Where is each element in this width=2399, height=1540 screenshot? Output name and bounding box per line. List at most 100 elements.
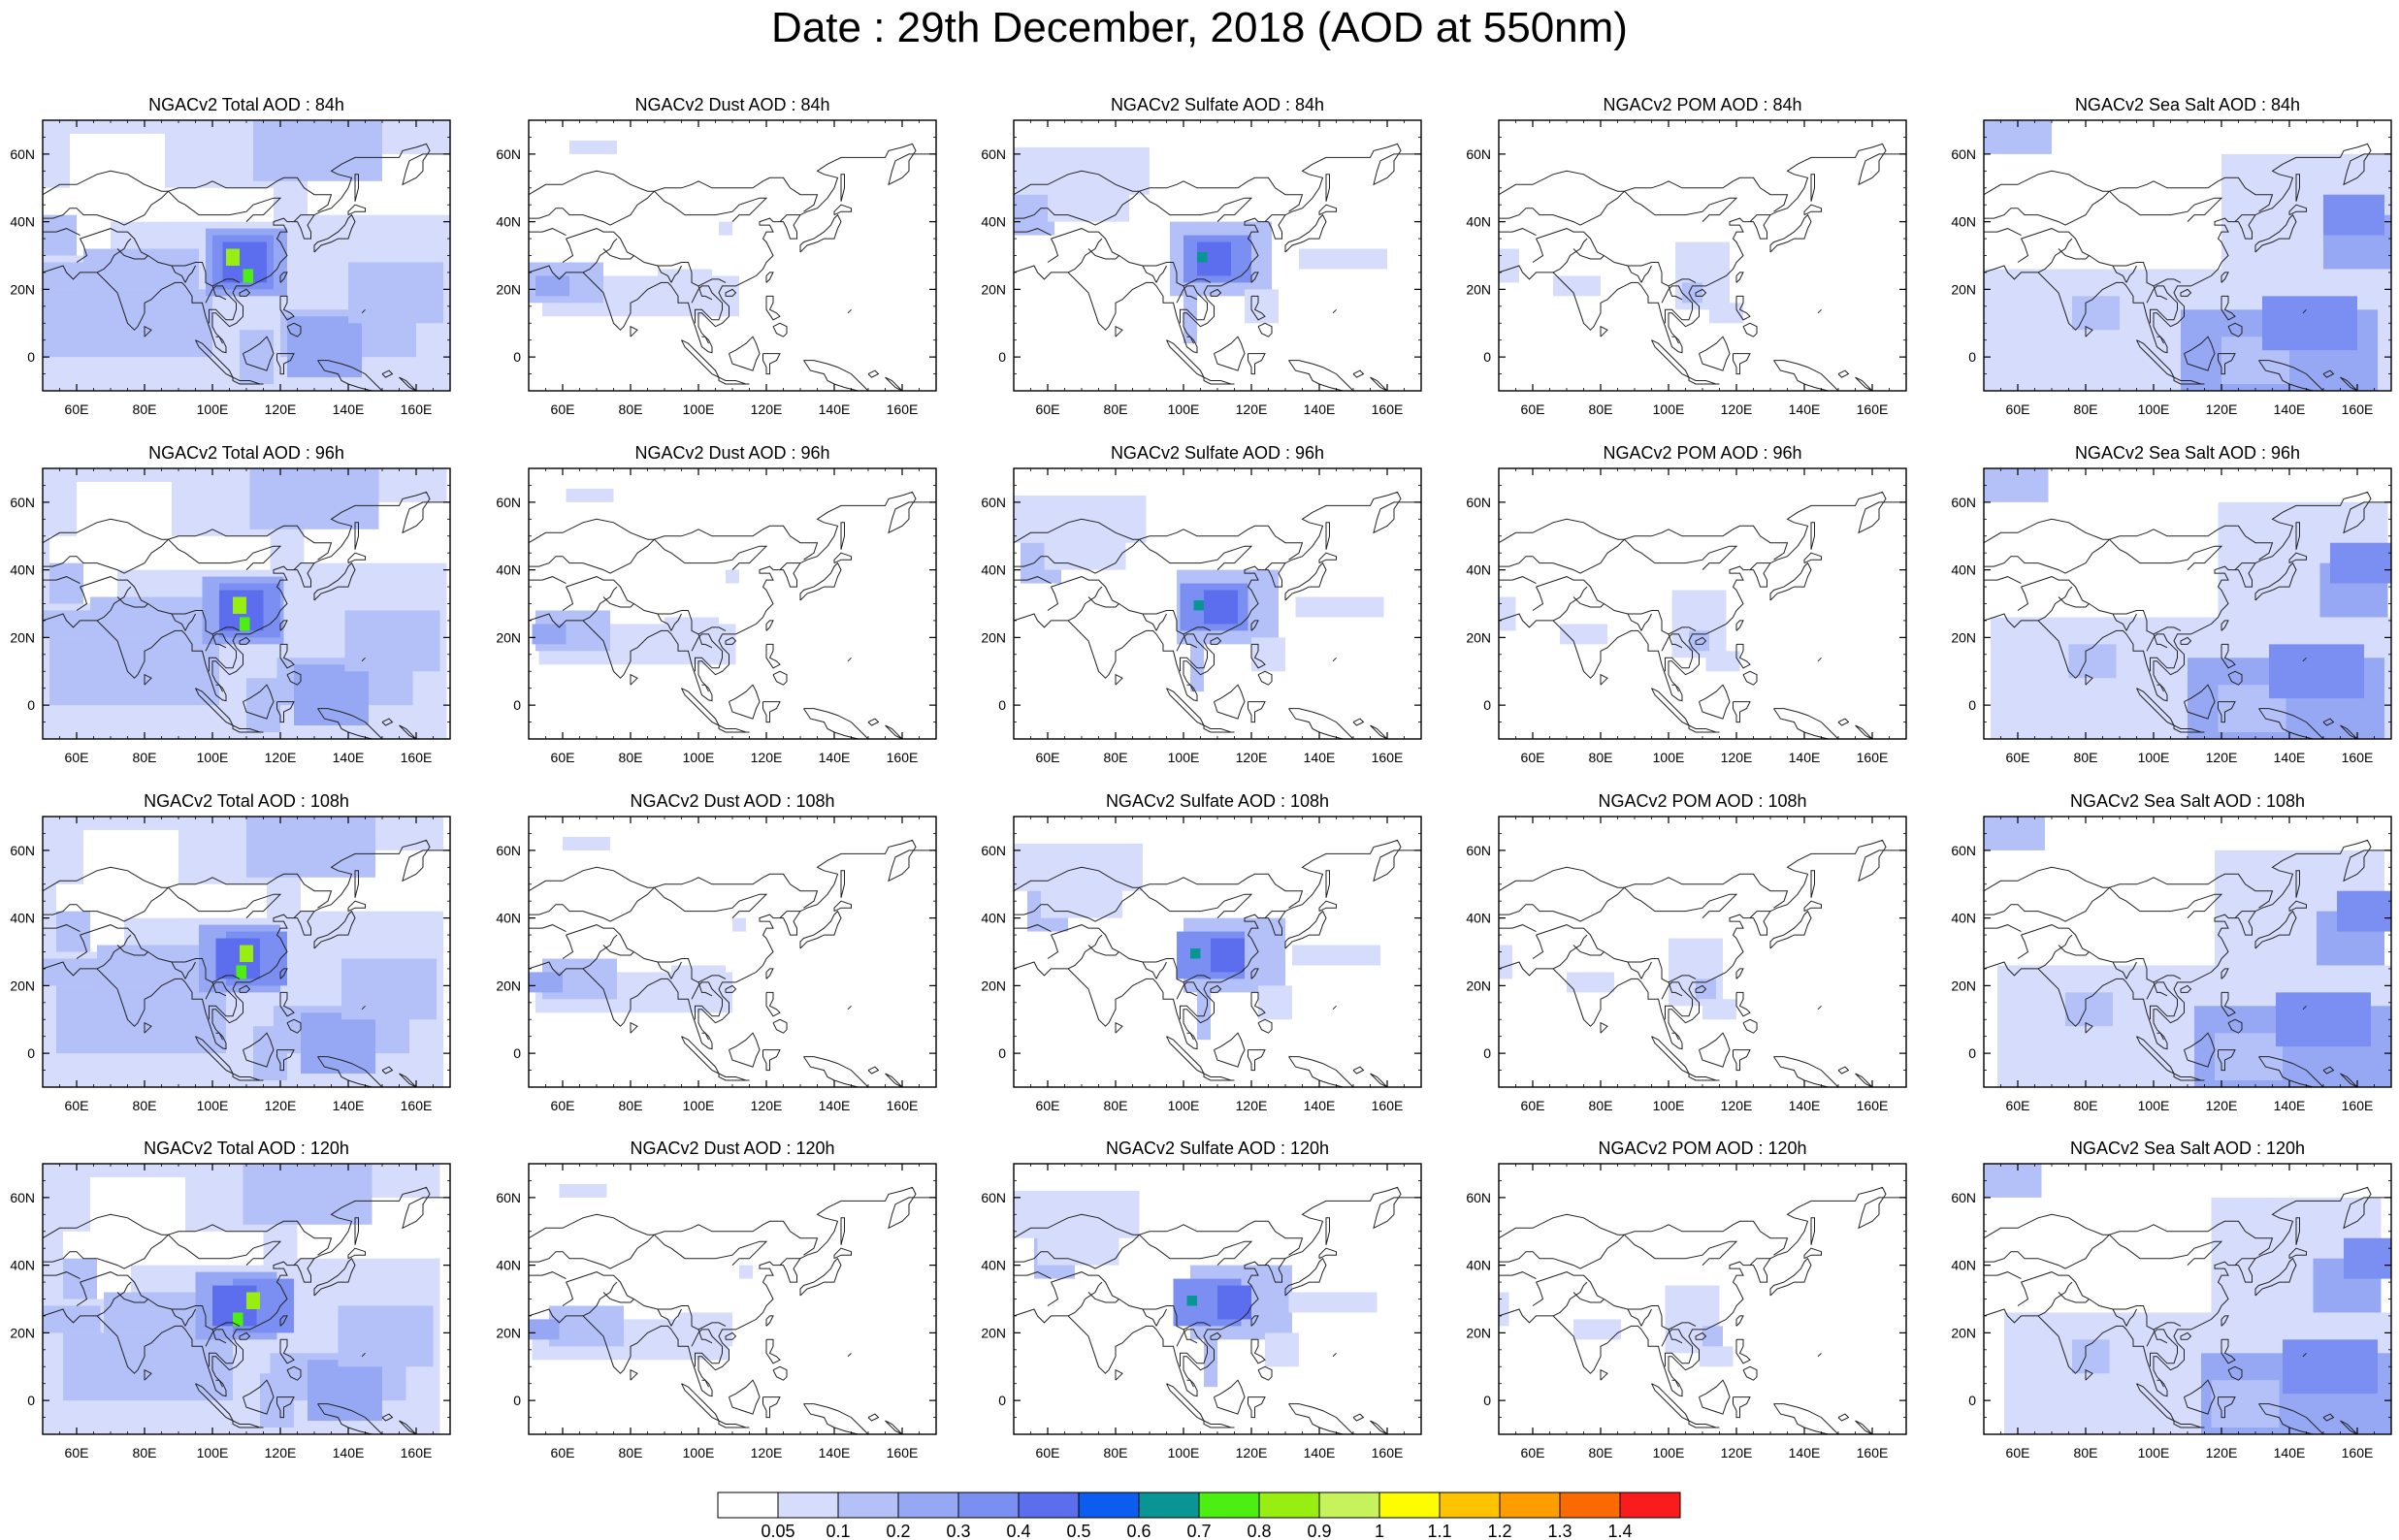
coastline xyxy=(2180,984,2192,993)
coastline xyxy=(43,491,450,702)
lat-tick-label: 0 xyxy=(1483,1393,1491,1408)
coastline xyxy=(1773,1056,1839,1087)
coastline-layer xyxy=(1014,491,1421,739)
coastline xyxy=(1499,1186,1906,1397)
coastline xyxy=(1837,369,1850,378)
aod-patch xyxy=(246,817,375,878)
aod-field xyxy=(529,836,746,1013)
lat-tick-label: 40N xyxy=(981,1258,1006,1273)
coastline xyxy=(765,272,774,283)
coastline xyxy=(1536,1271,1697,1331)
lon-tick-label: 100E xyxy=(197,401,229,417)
map-panel-total-1: NGACv2 Total AOD : 84h 60N 40N 20N 0 60E 80E 10… xyxy=(10,95,451,417)
coastline xyxy=(1014,170,1140,196)
coastline xyxy=(582,586,618,622)
map-panel-total-4: NGACv2 Total AOD : 120h 60N 40N 20N 0 60E 80E 1… xyxy=(10,1139,451,1460)
coastline xyxy=(529,525,819,574)
panel-title: NGACv2 Total AOD : 96h xyxy=(148,443,344,463)
colorbar-label: 0.5 xyxy=(1066,1522,1090,1540)
coastline xyxy=(602,945,634,956)
coastline xyxy=(2156,684,2164,692)
lat-tick-label: 60N xyxy=(1466,495,1491,510)
lon-tick-label: 140E xyxy=(819,1445,851,1460)
coastline xyxy=(1817,657,1822,662)
coastline xyxy=(1186,684,1194,692)
lat-tick-label: 60N xyxy=(1951,495,1976,510)
coastline xyxy=(1210,1331,1222,1340)
coastline xyxy=(1264,214,1285,222)
coastline xyxy=(96,1281,132,1317)
coastline xyxy=(2340,1073,2358,1087)
lon-tick-label: 120E xyxy=(1236,1098,1268,1113)
coastline xyxy=(1288,1056,1354,1087)
coastline xyxy=(1552,238,1588,273)
coastline xyxy=(2258,1056,2324,1087)
coastline xyxy=(602,1292,634,1303)
coastline xyxy=(1499,839,1906,1050)
coastline xyxy=(729,1379,761,1415)
coastline xyxy=(184,961,196,979)
coastline xyxy=(43,873,333,922)
aod-patch xyxy=(529,1319,560,1340)
lon-tick-label: 140E xyxy=(2274,1098,2306,1113)
aod-patch xyxy=(2269,644,2364,699)
coastline xyxy=(1284,910,1327,949)
coastline xyxy=(630,325,638,337)
aod-patch xyxy=(240,617,250,631)
coastline xyxy=(1332,1352,1337,1358)
coastline xyxy=(279,968,288,979)
aod-patch xyxy=(338,1305,434,1367)
coastline xyxy=(657,265,672,283)
coastline xyxy=(2221,295,2236,321)
coastline xyxy=(2254,561,2297,601)
coastline xyxy=(232,376,264,385)
coastline xyxy=(1332,308,1337,314)
lat-tick-label: 20N xyxy=(1951,281,1976,297)
coastline xyxy=(76,1281,88,1306)
coastline xyxy=(1047,1281,1059,1306)
aod-patch xyxy=(246,1292,260,1309)
coastline xyxy=(313,561,356,601)
coastline xyxy=(1627,1308,1642,1327)
coastline xyxy=(833,900,852,913)
lon-tick-label: 80E xyxy=(1589,1098,1613,1113)
coastline xyxy=(1067,586,1103,622)
colorbar-label: 0.8 xyxy=(1247,1522,1271,1540)
colorbar-swatch xyxy=(1258,1492,1320,1519)
coastline xyxy=(729,336,761,371)
coastline xyxy=(76,238,88,263)
aod-patch xyxy=(559,1183,607,1198)
coastline xyxy=(1532,586,1544,611)
lon-tick-label: 160E xyxy=(2342,401,2374,417)
aod-patch xyxy=(97,945,212,986)
map-panel-seasalt-2: NGACv2 Sea Salt AOD : 96h 60N 40N 20N 0 60E 80… xyxy=(1951,443,2392,765)
coastline xyxy=(803,360,869,391)
coastline xyxy=(347,900,366,913)
coastline xyxy=(43,924,81,933)
coastline xyxy=(243,684,275,720)
coastline xyxy=(582,238,618,273)
lat-tick-label: 20N xyxy=(496,1325,521,1340)
coastline xyxy=(2085,673,2093,686)
coastline xyxy=(1773,1403,1839,1434)
lon-tick-label: 120E xyxy=(2206,1098,2238,1113)
coastline xyxy=(1651,688,1691,727)
coastline xyxy=(654,190,768,222)
aod-patch xyxy=(1991,637,2059,706)
coastline xyxy=(1742,1365,1758,1381)
coastline xyxy=(2302,1352,2307,1358)
coastline xyxy=(1984,1186,2391,1397)
coastline xyxy=(1671,1379,1679,1388)
lon-tick-label: 100E xyxy=(683,750,715,765)
lon-tick-label: 60E xyxy=(65,401,89,417)
aod-field xyxy=(1014,1190,1378,1388)
coastline-layer xyxy=(1499,143,1906,391)
coastline xyxy=(566,228,727,287)
lon-tick-label: 120E xyxy=(1721,401,1753,417)
coastline xyxy=(1155,613,1167,631)
colorbar-swatch xyxy=(1198,1492,1260,1519)
aod-patch xyxy=(1567,972,1614,993)
coastline-layer xyxy=(43,839,450,1087)
aod-field xyxy=(1984,120,2391,391)
lon-tick-label: 60E xyxy=(551,401,575,417)
